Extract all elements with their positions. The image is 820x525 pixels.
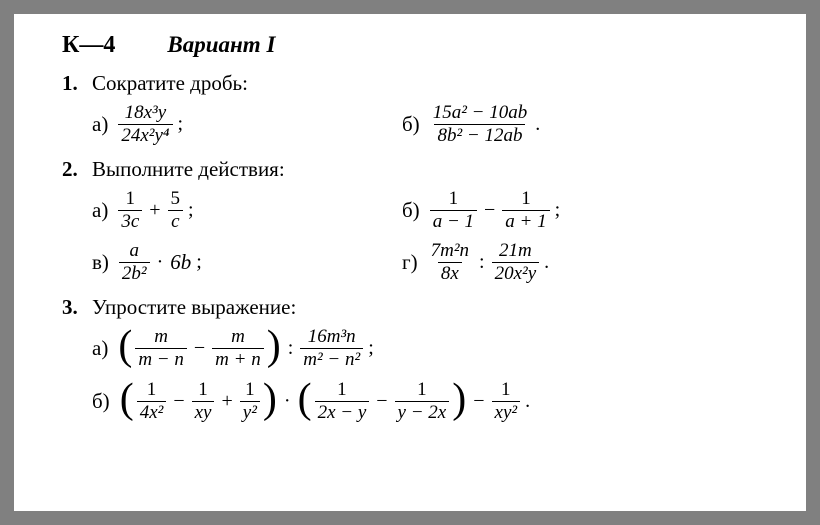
sub-label: б) — [92, 389, 110, 414]
sub-label: в) — [92, 250, 109, 275]
denominator: 2b² — [119, 262, 150, 285]
denominator: xy² — [492, 401, 521, 424]
sub-label: б) — [402, 112, 420, 137]
denominator: y² — [240, 401, 260, 424]
p2-d: г) 7m²n8x : 21m20x²y . — [402, 240, 549, 285]
operator: − — [194, 337, 205, 360]
denominator: 24x²y⁴ — [118, 124, 172, 147]
problem-number: 3. — [62, 293, 92, 320]
numerator: m — [228, 326, 248, 348]
problem-number: 2. — [62, 155, 92, 182]
punct: . — [544, 251, 549, 274]
denominator: 8b² − 12ab — [434, 124, 525, 147]
denominator: a − 1 — [430, 210, 477, 233]
problem-2: 2. Выполните действия: а) 13c + 5c ; б) … — [62, 155, 778, 285]
p3-b: б) ( 14x² − 1xy + 1y² ) · ( 12x − y − 1y… — [92, 379, 530, 424]
denominator: 4x² — [137, 401, 167, 424]
numerator: 1 — [242, 379, 258, 401]
p3-a: а) ( mm − n − mm + n ) : 16m³nm² − n² ; — [92, 326, 374, 371]
problem-text: Выполните действия: — [92, 155, 285, 182]
numerator: 1 — [414, 379, 430, 401]
operator: − — [484, 199, 495, 222]
denominator: y − 2x — [395, 401, 450, 424]
header: К—4 Вариант I — [62, 32, 778, 59]
problem-1: 1. Сократите дробь: а) 18x³y 24x²y⁴ ; б) — [62, 69, 778, 147]
punct: ; — [555, 199, 561, 222]
denominator: 20x²y — [492, 262, 540, 285]
operator: · — [157, 251, 164, 274]
problem-3: 3. Упростите выражение: а) ( mm − n − mm… — [62, 293, 778, 423]
numerator: 1 — [334, 379, 350, 401]
punct: ; — [188, 199, 194, 222]
denominator: m − n — [135, 348, 187, 371]
operator: + — [221, 390, 232, 413]
numerator: 21m — [496, 240, 535, 262]
denominator: a + 1 — [502, 210, 549, 233]
fraction: 15a² − 10ab 8b² − 12ab — [430, 102, 531, 147]
p2-c: в) a2b² · 6b ; — [92, 240, 402, 285]
operator: − — [376, 390, 387, 413]
numerator: 1 — [498, 379, 514, 401]
operator: − — [173, 390, 184, 413]
sub-label: б) — [402, 198, 420, 223]
denominator: 2x − y — [315, 401, 370, 424]
sub-label: а) — [92, 198, 108, 223]
p1-b: б) 15a² − 10ab 8b² − 12ab . — [402, 102, 540, 147]
punct: . — [525, 390, 530, 413]
denominator: xy — [192, 401, 215, 424]
page: К—4 Вариант I 1. Сократите дробь: а) 18x… — [14, 14, 806, 511]
sub-label: а) — [92, 336, 108, 361]
problem-number: 1. — [62, 69, 92, 96]
numerator: 5 — [168, 188, 184, 210]
operator: + — [149, 199, 160, 222]
numerator: 1 — [446, 188, 462, 210]
numerator: m — [151, 326, 171, 348]
numerator: a — [127, 240, 143, 262]
punct: ; — [368, 337, 374, 360]
numerator: 16m³n — [305, 326, 359, 348]
p2-a: а) 13c + 5c ; — [92, 188, 402, 233]
p2-b: б) 1a − 1 − 1a + 1 ; — [402, 188, 560, 233]
numerator: 1 — [518, 188, 534, 210]
sub-label: г) — [402, 250, 418, 275]
denominator: m + n — [212, 348, 264, 371]
punct: ; — [178, 113, 184, 136]
fraction: 18x³y 24x²y⁴ — [118, 102, 172, 147]
operator: · — [284, 390, 291, 413]
denominator: 3c — [118, 210, 142, 233]
numerator: 1 — [195, 379, 211, 401]
p1-a: а) 18x³y 24x²y⁴ ; — [92, 102, 402, 147]
sub-label: а) — [92, 112, 108, 137]
numerator: 1 — [123, 188, 139, 210]
numerator: 7m²n — [428, 240, 472, 262]
denominator: c — [168, 210, 182, 233]
operator: : — [479, 251, 485, 274]
k-title: К—4 — [62, 32, 115, 59]
punct: ; — [196, 251, 202, 274]
numerator: 15a² − 10ab — [430, 102, 531, 124]
denominator: 8x — [438, 262, 462, 285]
numerator: 18x³y — [122, 102, 170, 124]
operator: − — [473, 390, 484, 413]
operator: : — [288, 337, 294, 360]
numerator: 1 — [144, 379, 160, 401]
problem-text: Упростите выражение: — [92, 293, 296, 320]
punct: . — [535, 113, 540, 136]
problem-text: Сократите дробь: — [92, 69, 248, 96]
expr: 6b — [170, 250, 191, 275]
denominator: m² − n² — [300, 348, 363, 371]
variant-title: Вариант I — [167, 32, 275, 58]
